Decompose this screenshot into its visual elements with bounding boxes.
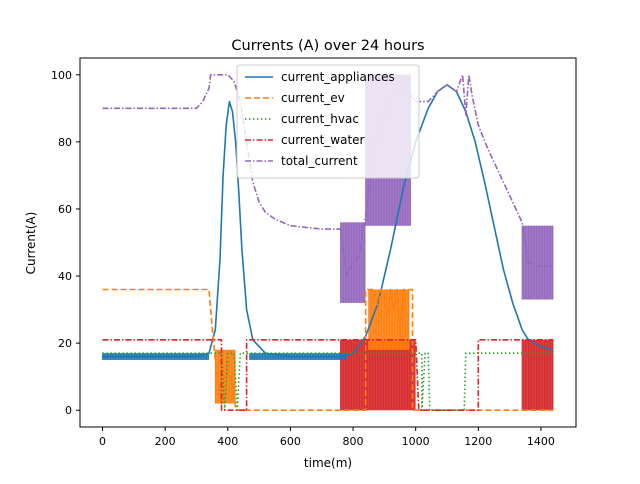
x-tick-label: 200 (155, 435, 176, 448)
oscillation-band-current-water (521, 339, 554, 411)
x-tick-label: 800 (343, 435, 364, 448)
x-tick-label: 600 (280, 435, 301, 448)
y-tick-label: 0 (65, 404, 72, 417)
axes: 0 200 400 600 800 1000 1200 1400 0 20 40 60 80 100 (51, 57, 577, 448)
x-tick-label: 1400 (527, 435, 555, 448)
oscillation-band-current-water (340, 339, 416, 411)
chart-title: Currents (A) over 24 hours (231, 38, 424, 54)
legend-box (236, 64, 420, 179)
axes-frame (79, 57, 577, 428)
legend-label: current_water (281, 133, 365, 147)
series-line-current-water (102, 339, 554, 411)
x-tick-label: 0 (99, 435, 106, 448)
legend: current_appliances current_ev current_hvac… (236, 64, 420, 179)
x-tick-label: 1200 (464, 435, 492, 448)
x-axis-label: time(m) (304, 456, 352, 470)
y-tick-label: 80 (58, 136, 72, 149)
legend-entry-current-hvac: current_hvac (245, 112, 359, 126)
y-tick-label: 40 (58, 270, 72, 283)
series-line-current-appliances (102, 84, 553, 358)
y-tick-label: 20 (58, 337, 72, 350)
y-tick-label: 100 (51, 69, 72, 82)
legend-entry-current-appliances: current_appliances (245, 70, 395, 84)
y-tick-label: 60 (58, 203, 72, 216)
legend-label: current_hvac (281, 112, 359, 126)
legend-entry-total-current: total_current (245, 154, 358, 168)
legend-label: current_appliances (281, 70, 395, 84)
oscillation-band-total-current (521, 225, 554, 300)
x-tick-label: 1000 (402, 435, 430, 448)
band-lines (340, 339, 415, 411)
series-line-total-current (102, 74, 552, 277)
legend-label: total_current (281, 154, 358, 168)
y-axis-label: Current(A) (24, 212, 38, 275)
series-line-current-ev (102, 288, 554, 411)
series-line-current-hvac (102, 352, 554, 411)
legend-entry-current-ev: current_ev (245, 91, 345, 105)
x-tick-label: 400 (217, 435, 238, 448)
band-lines (521, 339, 553, 411)
legend-entry-current-water: current_water (245, 133, 365, 147)
legend-label: current_ev (281, 91, 345, 105)
